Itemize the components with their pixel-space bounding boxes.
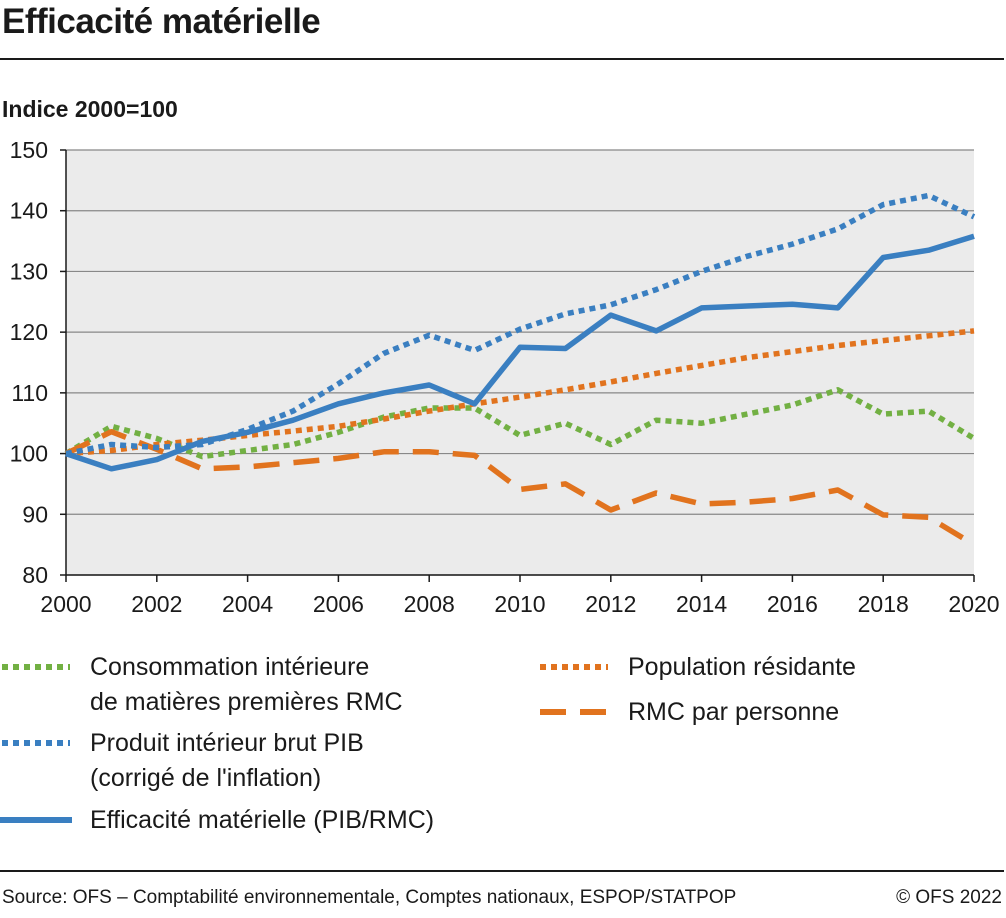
tick-label-y-100: 100 bbox=[10, 441, 48, 467]
line-chart: 80 90 100 110 120 130 140 150 2000 2002 2004 2006 20… bbox=[10, 137, 1000, 617]
legend-label-pib: Produit intérieur brut PIB (corrigé de l… bbox=[90, 729, 364, 792]
legend-item-population: Population résidante bbox=[538, 650, 856, 685]
legend-swatch-efficacite bbox=[0, 817, 72, 823]
legend-swatch-population bbox=[540, 664, 608, 670]
footer-rule bbox=[0, 870, 1004, 872]
series-line-population bbox=[65, 328, 975, 457]
chart-title: Efficacité matérielle bbox=[2, 2, 321, 41]
series-line-pib bbox=[65, 192, 976, 457]
series-line-rmc-par-personne bbox=[64, 428, 976, 547]
tick-label-x-2006: 2006 bbox=[313, 591, 364, 617]
legend-swatch-rmc-par-personne bbox=[540, 709, 610, 715]
legend-item-efficacite: Efficacité matérielle (PIB/RMC) bbox=[0, 803, 434, 838]
legend-label-rmc: Consommation intérieure de matières prem… bbox=[90, 653, 403, 716]
tick-label-y-150: 150 bbox=[10, 137, 48, 163]
legend-swatch-rmc bbox=[2, 664, 70, 670]
tick-label-x-2010: 2010 bbox=[494, 591, 545, 617]
legend-item-rmc: Consommation intérieure de matières prem… bbox=[0, 650, 403, 720]
legend-label-rmc-par-personne: RMC par personne bbox=[628, 698, 840, 726]
tick-label-x-2018: 2018 bbox=[858, 591, 909, 617]
legend-swatch-pib bbox=[2, 740, 70, 746]
source-note: Source: OFS – Comptabilité environnement… bbox=[2, 887, 737, 908]
tick-label-y-90: 90 bbox=[22, 501, 48, 527]
series-line-efficacite bbox=[65, 233, 975, 472]
tick-label-x-2014: 2014 bbox=[676, 591, 727, 617]
tick-label-x-2012: 2012 bbox=[585, 591, 636, 617]
legend-label-population: Population résidante bbox=[628, 653, 856, 681]
copyright: © OFS 2022 bbox=[896, 887, 1002, 908]
title-rule bbox=[0, 58, 1004, 60]
legend-label-efficacite: Efficacité matérielle (PIB/RMC) bbox=[90, 806, 435, 834]
tick-label-y-140: 140 bbox=[10, 198, 48, 224]
tick-label-x-2008: 2008 bbox=[404, 591, 455, 617]
tick-label-x-2002: 2002 bbox=[131, 591, 182, 617]
tick-label-x-2020: 2020 bbox=[948, 591, 999, 617]
tick-label-y-110: 110 bbox=[11, 380, 48, 406]
tick-label-x-2016: 2016 bbox=[767, 591, 818, 617]
y-axis-label: Indice 2000=100 bbox=[2, 96, 178, 122]
tick-label-y-120: 120 bbox=[10, 319, 48, 345]
tick-label-y-130: 130 bbox=[10, 258, 48, 284]
legend-item-rmc-par-personne: RMC par personne bbox=[538, 695, 839, 730]
plot-area bbox=[66, 150, 974, 575]
tick-label-x-2004: 2004 bbox=[222, 591, 273, 617]
tick-label-y-80: 80 bbox=[22, 562, 48, 588]
legend-item-pib: Produit intérieur brut PIB (corrigé de l… bbox=[0, 726, 364, 796]
tick-label-x-2000: 2000 bbox=[40, 591, 91, 617]
